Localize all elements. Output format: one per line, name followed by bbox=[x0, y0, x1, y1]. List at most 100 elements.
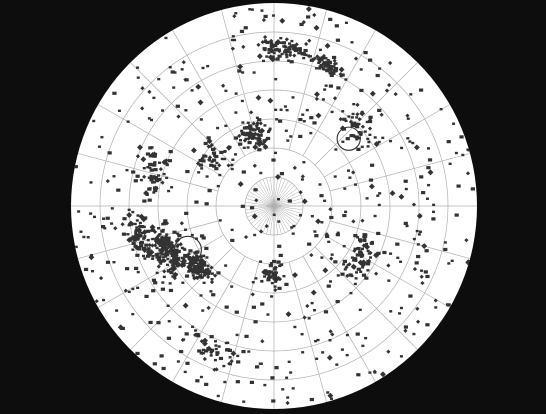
star-793 bbox=[214, 167, 219, 171]
star-1193 bbox=[86, 236, 90, 239]
star-1297 bbox=[258, 229, 264, 234]
star-441 bbox=[270, 42, 274, 46]
star-273 bbox=[198, 263, 202, 266]
star-641 bbox=[358, 240, 362, 243]
star-1295 bbox=[348, 176, 352, 179]
star-774 bbox=[355, 138, 359, 141]
star-1233 bbox=[178, 325, 182, 329]
star-1096 bbox=[289, 135, 293, 138]
star-1232 bbox=[230, 228, 234, 232]
pole-spoke-45 bbox=[273, 205, 301, 218]
star-1269 bbox=[98, 276, 104, 281]
star-57 bbox=[178, 242, 183, 247]
star-736 bbox=[357, 117, 362, 122]
star-580 bbox=[257, 118, 262, 122]
star-162 bbox=[169, 244, 173, 248]
star-1322 bbox=[134, 266, 139, 271]
star-1019 bbox=[200, 234, 205, 238]
star-233 bbox=[216, 271, 221, 275]
star-1071 bbox=[120, 326, 125, 331]
star-275 bbox=[203, 261, 207, 264]
star-1346 bbox=[279, 108, 283, 111]
star-892 bbox=[234, 12, 238, 15]
pole-spoke-23 bbox=[245, 201, 275, 207]
star-914 bbox=[439, 107, 443, 111]
star-1353 bbox=[237, 181, 244, 188]
star-183 bbox=[193, 270, 197, 273]
star-997 bbox=[302, 161, 306, 164]
ra-meridian-4 bbox=[302, 30, 376, 156]
star-1379 bbox=[159, 354, 164, 358]
star-241 bbox=[209, 265, 214, 270]
star-776 bbox=[354, 135, 359, 139]
star-846 bbox=[203, 349, 209, 353]
star-1026 bbox=[162, 269, 167, 274]
star-712 bbox=[272, 277, 277, 282]
pole-spoke-4 bbox=[273, 191, 300, 207]
pole-spoke-27 bbox=[247, 205, 275, 218]
star-737 bbox=[366, 137, 370, 141]
star-414 bbox=[147, 187, 152, 191]
star-78 bbox=[151, 257, 155, 260]
star-1372 bbox=[382, 250, 387, 255]
star-888 bbox=[323, 88, 327, 91]
star-1054 bbox=[224, 305, 229, 309]
star-1084 bbox=[127, 290, 131, 293]
star-768 bbox=[354, 125, 360, 129]
star-946 bbox=[179, 349, 184, 354]
star-111 bbox=[165, 233, 169, 236]
star-364 bbox=[147, 253, 152, 257]
star-1032 bbox=[105, 260, 111, 264]
star-824 bbox=[209, 350, 214, 355]
star-1030 bbox=[454, 213, 459, 217]
star-1010 bbox=[259, 127, 265, 134]
star-85 bbox=[154, 238, 159, 242]
star-561 bbox=[241, 121, 245, 124]
star-324 bbox=[131, 210, 135, 214]
star-1310 bbox=[279, 17, 286, 24]
star-1196 bbox=[378, 192, 382, 195]
star-1037 bbox=[417, 233, 421, 236]
star-1234 bbox=[112, 260, 116, 264]
star-1235 bbox=[309, 252, 314, 258]
star-1124 bbox=[263, 14, 268, 19]
star-536 bbox=[318, 67, 322, 70]
star-467 bbox=[293, 48, 299, 53]
star-1134 bbox=[190, 89, 194, 92]
star-378 bbox=[133, 179, 138, 183]
star-911 bbox=[168, 66, 172, 69]
star-913 bbox=[464, 238, 469, 243]
star-726 bbox=[269, 270, 274, 274]
star-323 bbox=[122, 217, 127, 221]
star-1076 bbox=[307, 317, 311, 320]
star-1283 bbox=[334, 148, 338, 151]
star-1321 bbox=[113, 226, 118, 231]
pole-spoke-20 bbox=[248, 191, 275, 207]
star-928 bbox=[405, 224, 409, 228]
star-1020 bbox=[418, 88, 424, 92]
star-1168 bbox=[427, 183, 431, 187]
star-1109 bbox=[230, 167, 234, 171]
star-1130 bbox=[399, 260, 403, 263]
ra-meridian-19 bbox=[288, 261, 327, 403]
star-1159 bbox=[316, 56, 323, 63]
star-368 bbox=[134, 228, 139, 233]
star-114 bbox=[160, 236, 164, 239]
star-927 bbox=[136, 286, 140, 290]
star-970 bbox=[273, 287, 278, 293]
star-1202 bbox=[273, 151, 277, 155]
star-692 bbox=[278, 253, 283, 257]
star-367 bbox=[133, 222, 137, 226]
star-151 bbox=[161, 236, 168, 243]
star-1296 bbox=[310, 301, 314, 305]
star-1229 bbox=[314, 96, 319, 102]
star-833 bbox=[182, 338, 186, 341]
ra-meridian-2 bbox=[324, 104, 450, 178]
star-1051 bbox=[234, 111, 238, 114]
star-785 bbox=[215, 161, 219, 165]
pole-spoke-22 bbox=[245, 198, 275, 207]
star-426 bbox=[292, 53, 297, 58]
star-330 bbox=[135, 226, 139, 229]
star-489 bbox=[277, 48, 281, 51]
